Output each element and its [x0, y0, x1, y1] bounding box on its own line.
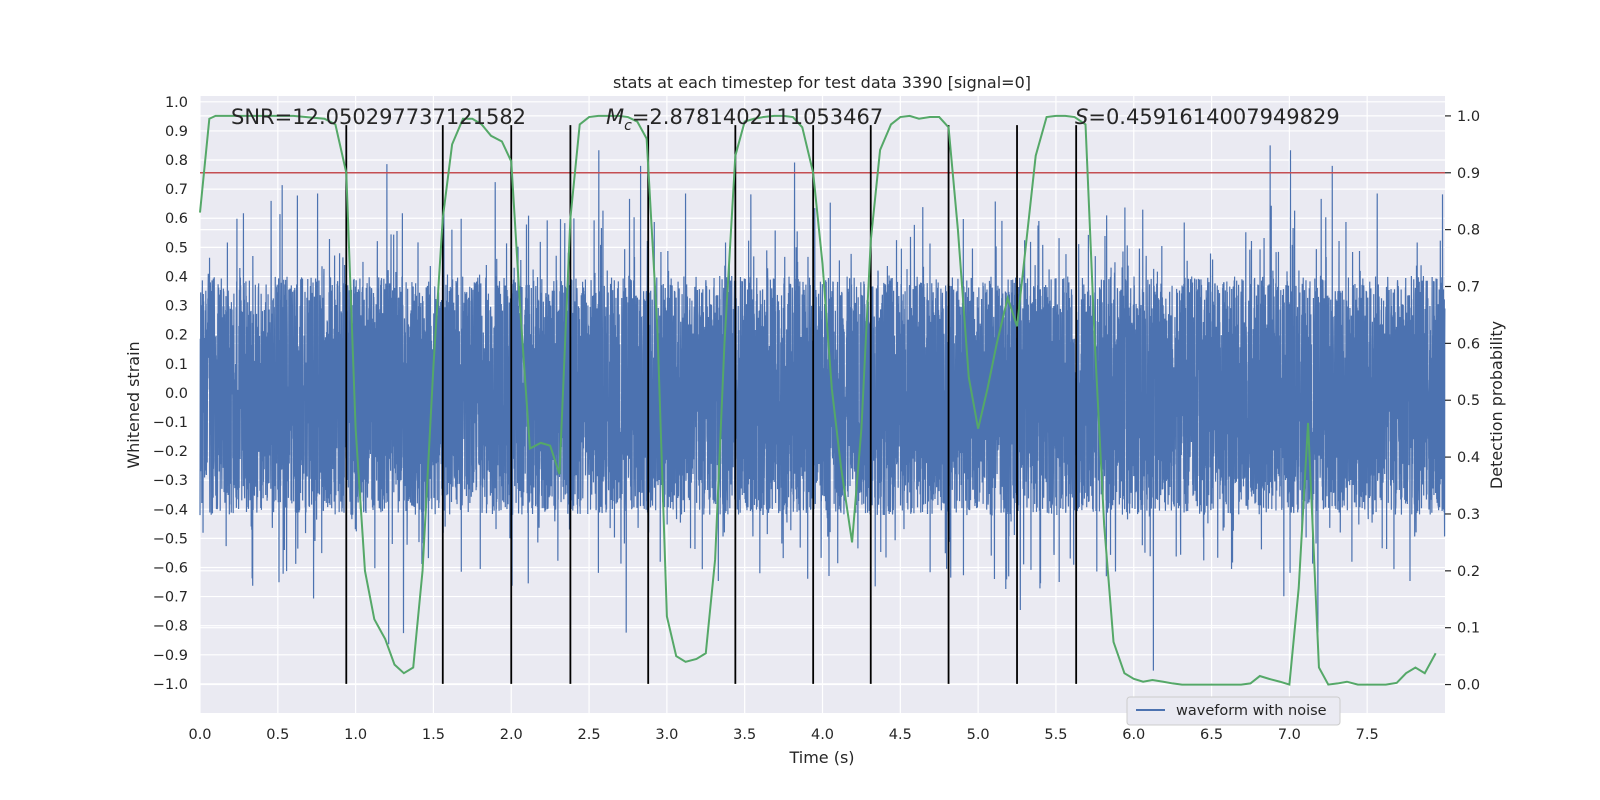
y-tick-label-15: −0.5 [153, 531, 188, 547]
detection-probability-line [199, 114, 1437, 686]
x-tick-label-2: 1.0 [344, 727, 367, 743]
s-symbol: S [1075, 105, 1088, 129]
s-value: =0.4591614007949829 [1088, 105, 1339, 129]
x-tick-label-13: 6.5 [1200, 727, 1223, 743]
y-tick-label-16: −0.6 [153, 560, 188, 576]
y-tick-label-10: 0.0 [165, 386, 188, 402]
y-tick-label-7: 0.3 [165, 299, 188, 315]
chirp-mass-annotation: Mc=2.8781402111053467 [606, 105, 883, 134]
x-tick-label-8: 4.0 [811, 727, 834, 743]
y-tick-label-12: −0.2 [153, 444, 188, 460]
y-tick-label-4: 0.6 [165, 211, 188, 227]
y2-tick-label-2: 0.8 [1457, 223, 1480, 239]
snr-annotation: SNR=12.050297737121582 [231, 105, 526, 129]
waveform-with-noise-series [199, 145, 1446, 671]
y-tick-label-1: 0.9 [165, 124, 188, 140]
x-tick-label-3: 1.5 [422, 727, 445, 743]
y2-tick-label-7: 0.3 [1457, 507, 1480, 523]
y2-axis-label: Detection probability [1487, 321, 1506, 489]
y-tick-label-13: −0.3 [153, 473, 188, 489]
y-tick-label-8: 0.2 [165, 328, 188, 344]
y-tick-label-5: 0.5 [165, 240, 188, 256]
y-tick-label-11: −0.1 [153, 415, 188, 431]
y-tick-label-14: −0.4 [153, 502, 188, 518]
waveform-noise-line [199, 145, 1446, 671]
s-annotation: S=0.4591614007949829 [1075, 105, 1340, 129]
x-tick-label-7: 3.5 [733, 727, 756, 743]
y-tick-label-19: −0.9 [153, 648, 188, 664]
x-tick-label-6: 3.0 [655, 727, 678, 743]
y2-tick-label-0: 1.0 [1457, 109, 1480, 125]
y2-axis-ticks: 1.0 0.9 0.8 0.7 0.6 0.5 0.4 0.3 0.2 0.1 0.0 [1445, 109, 1480, 694]
trigger-lines [345, 125, 1078, 684]
y2-tick-label-8: 0.2 [1457, 564, 1480, 580]
y2-tick-label-3: 0.7 [1457, 280, 1480, 296]
x-tick-label-1: 0.5 [266, 727, 289, 743]
chart-title: stats at each timestep for test data 339… [613, 73, 1031, 92]
y2-tick-label-5: 0.5 [1457, 393, 1480, 409]
x-tick-label-0: 0.0 [188, 727, 211, 743]
chirp-mass-symbol: M [606, 105, 624, 129]
x-tick-label-9: 4.5 [889, 727, 912, 743]
legend: waveform with noise [1126, 696, 1341, 726]
y-tick-label-20: −1.0 [153, 677, 188, 693]
x-tick-label-12: 6.0 [1122, 727, 1145, 743]
y-tick-label-6: 0.4 [165, 269, 188, 285]
legend-frame [1126, 696, 1341, 726]
x-tick-label-4: 2.0 [500, 727, 523, 743]
y2-tick-label-4: 0.6 [1457, 336, 1480, 352]
y-tick-label-0: 1.0 [165, 95, 188, 111]
y-tick-label-3: 0.7 [165, 182, 188, 198]
chirp-mass-subscript: c [624, 118, 632, 134]
x-tick-label-14: 7.0 [1278, 727, 1301, 743]
y-tick-label-2: 0.8 [165, 153, 188, 169]
x-axis-ticks: 0.0 0.5 1.0 1.5 2.0 2.5 3.0 3.5 4.0 4.5 5.0 5.5 6.0 6… [188, 727, 1378, 743]
y2-tick-label-10: 0.0 [1457, 678, 1480, 694]
legend-label: waveform with noise [1176, 703, 1327, 719]
y-tick-label-18: −0.8 [153, 619, 188, 635]
y-axis-label: Whitened strain [124, 341, 143, 468]
y2-tick-label-1: 0.9 [1457, 166, 1480, 182]
detection-probability-group [199, 114, 1437, 686]
x-tick-label-11: 5.5 [1044, 727, 1067, 743]
y2-tick-label-6: 0.4 [1457, 450, 1480, 466]
chirp-mass-value: =2.8781402111053467 [632, 105, 883, 129]
y-tick-label-9: 0.1 [165, 357, 188, 373]
x-tick-label-15: 7.5 [1356, 727, 1379, 743]
y-tick-label-17: −0.7 [153, 590, 188, 606]
x-axis-label: Time (s) [788, 748, 854, 767]
y2-tick-label-9: 0.1 [1457, 621, 1480, 637]
y-axis-ticks: 1.0 0.9 0.8 0.7 0.6 0.5 0.4 0.3 0.2 0.1 0.0 −0.1 −0.… [153, 95, 188, 693]
x-tick-label-10: 5.0 [967, 727, 990, 743]
x-tick-label-5: 2.5 [578, 727, 601, 743]
